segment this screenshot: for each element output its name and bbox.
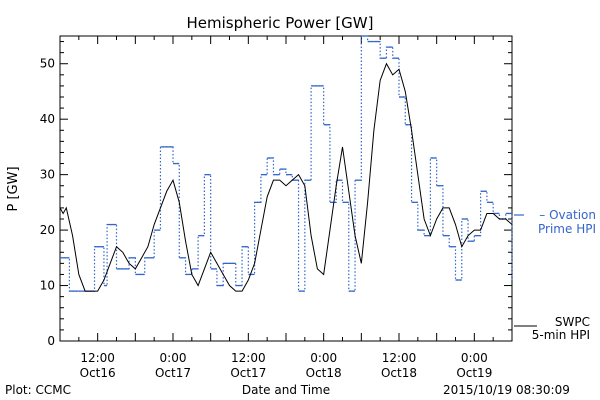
- x-tick-time-label: 0:00: [160, 351, 187, 365]
- y-tick-label: 30: [40, 168, 55, 182]
- x-tick-date-label: Oct17: [155, 366, 191, 380]
- plot-credit: Plot: CCMC: [5, 383, 71, 397]
- plot-timestamp: 2015/10/19 08:30:09: [443, 383, 570, 397]
- chart-title: Hemispheric Power [GW]: [187, 14, 374, 32]
- x-tick-time-label: 12:00: [382, 351, 417, 365]
- x-tick-date-label: Oct18: [306, 366, 342, 380]
- series-ovation-prime-hpi-line: [60, 35, 513, 292]
- y-tick-label: 10: [40, 279, 55, 293]
- series-swpc-hpi-line: [59, 62, 513, 292]
- legend-ovation-label-line1: – Ovation: [539, 208, 596, 222]
- y-tick-label: 40: [40, 112, 55, 126]
- x-tick-time-label: 0:00: [310, 351, 337, 365]
- x-tick-time-label: 0:00: [461, 351, 488, 365]
- x-tick-time-label: 12:00: [80, 351, 115, 365]
- x-tick-time-label: 12:00: [231, 351, 266, 365]
- legend-ovation-label-line2: Prime HPI: [538, 222, 596, 236]
- legend-swpc-label-line1: SWPC: [555, 315, 590, 329]
- x-axis: 12:00Oct160:00Oct1712:00Oct170:00Oct1812…: [59, 36, 513, 380]
- x-tick-date-label: Oct19: [456, 366, 492, 380]
- y-axis: 0 10 20 30 40 50: [40, 41, 512, 348]
- plot-frame: [59, 35, 513, 342]
- x-tick-date-label: Oct16: [80, 366, 116, 380]
- y-tick-label: 20: [40, 223, 55, 237]
- x-axis-label: Date and Time: [242, 383, 330, 397]
- x-tick-date-label: Oct17: [230, 366, 266, 380]
- legend-swpc-label-line2: 5-min HPI: [532, 328, 590, 342]
- y-axis-label: P [GW]: [6, 166, 21, 211]
- series-layer: [59, 35, 513, 292]
- y-tick-label: 50: [40, 57, 55, 71]
- x-tick-date-label: Oct18: [381, 366, 417, 380]
- y-tick-label: 0: [47, 334, 55, 348]
